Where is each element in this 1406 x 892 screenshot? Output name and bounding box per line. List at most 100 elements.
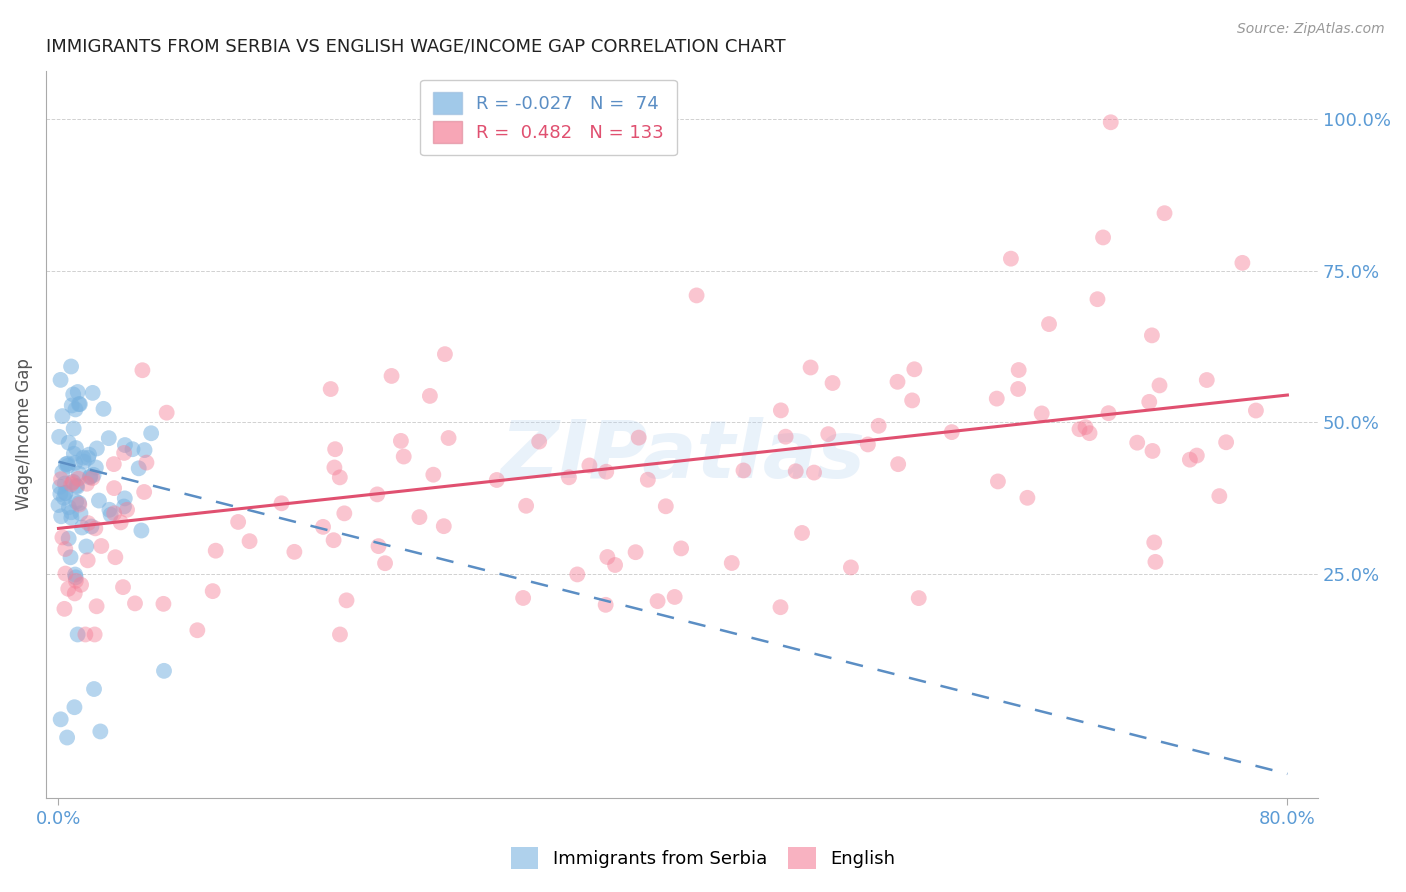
Point xyxy=(1140,328,1163,343)
Point xyxy=(785,464,807,478)
Point xyxy=(664,590,686,604)
Point xyxy=(800,360,823,375)
Point xyxy=(1143,535,1166,549)
Point xyxy=(56,731,79,745)
Point xyxy=(114,491,136,506)
Point xyxy=(312,520,335,534)
Point xyxy=(366,487,388,501)
Point xyxy=(103,457,125,471)
Point xyxy=(84,460,107,475)
Point xyxy=(204,543,226,558)
Point xyxy=(49,373,72,387)
Point xyxy=(86,599,108,614)
Point xyxy=(89,724,111,739)
Point xyxy=(70,520,93,534)
Point xyxy=(63,700,86,714)
Point xyxy=(65,574,87,588)
Point xyxy=(55,566,77,581)
Point xyxy=(156,406,179,420)
Point xyxy=(56,458,79,473)
Point xyxy=(70,578,93,592)
Point xyxy=(65,494,87,508)
Point xyxy=(65,441,87,455)
Point xyxy=(75,627,97,641)
Point xyxy=(65,570,87,584)
Point xyxy=(76,553,98,567)
Point xyxy=(134,443,156,458)
Point xyxy=(856,437,879,451)
Point xyxy=(333,507,356,521)
Point xyxy=(389,434,412,448)
Point xyxy=(422,467,444,482)
Point xyxy=(153,664,176,678)
Point xyxy=(647,594,669,608)
Point xyxy=(1144,555,1167,569)
Point xyxy=(941,425,963,439)
Point xyxy=(58,500,80,515)
Point xyxy=(839,560,862,574)
Point xyxy=(821,376,844,390)
Point xyxy=(603,558,626,572)
Text: IMMIGRANTS FROM SERBIA VS ENGLISH WAGE/INCOME GAP CORRELATION CHART: IMMIGRANTS FROM SERBIA VS ENGLISH WAGE/I… xyxy=(46,37,786,55)
Point xyxy=(111,580,134,594)
Point xyxy=(97,431,120,445)
Point xyxy=(59,550,82,565)
Point xyxy=(56,457,79,471)
Point xyxy=(131,363,153,377)
Point xyxy=(720,556,742,570)
Point xyxy=(48,430,70,444)
Point xyxy=(558,470,581,484)
Point xyxy=(60,399,83,413)
Point xyxy=(53,476,76,491)
Point xyxy=(1000,252,1022,266)
Point xyxy=(596,549,619,564)
Point xyxy=(53,486,76,500)
Point xyxy=(907,591,929,606)
Point xyxy=(1099,115,1122,129)
Point xyxy=(49,712,72,726)
Point xyxy=(769,600,792,615)
Point xyxy=(624,545,647,559)
Point xyxy=(323,442,346,457)
Point xyxy=(329,470,352,484)
Point xyxy=(66,627,89,641)
Point xyxy=(319,382,342,396)
Point xyxy=(1126,435,1149,450)
Point xyxy=(49,480,72,494)
Point xyxy=(60,359,83,374)
Point xyxy=(83,627,105,641)
Point xyxy=(62,475,84,490)
Point xyxy=(77,516,100,530)
Point xyxy=(65,479,87,493)
Point xyxy=(323,460,346,475)
Point xyxy=(55,457,77,471)
Point xyxy=(419,389,441,403)
Point xyxy=(335,593,357,607)
Point xyxy=(1149,378,1171,392)
Point xyxy=(1195,373,1218,387)
Point xyxy=(112,446,135,460)
Point xyxy=(485,473,508,487)
Point xyxy=(408,510,430,524)
Point xyxy=(79,469,101,483)
Point xyxy=(75,540,97,554)
Point xyxy=(201,584,224,599)
Point xyxy=(986,392,1008,406)
Point xyxy=(1153,206,1175,220)
Point xyxy=(1069,422,1091,436)
Point xyxy=(1178,452,1201,467)
Point xyxy=(733,463,755,477)
Point xyxy=(627,431,650,445)
Point xyxy=(114,438,136,452)
Point xyxy=(226,515,249,529)
Point xyxy=(1074,420,1097,434)
Point xyxy=(790,525,813,540)
Point xyxy=(48,498,70,512)
Point xyxy=(62,387,84,401)
Point xyxy=(58,435,80,450)
Point xyxy=(135,456,157,470)
Point xyxy=(60,477,83,491)
Point xyxy=(141,426,163,441)
Point xyxy=(669,541,692,556)
Point xyxy=(595,598,617,612)
